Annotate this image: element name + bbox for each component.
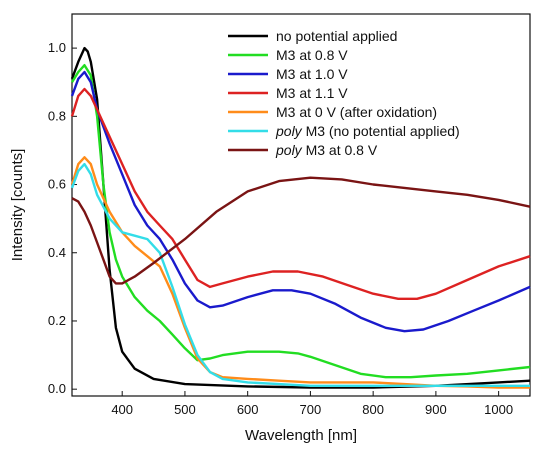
y-tick-label: 1.0 [48, 40, 66, 55]
series-lines [70, 46, 531, 389]
legend-label: no potential applied [276, 28, 397, 44]
series-line [70, 70, 531, 333]
x-tick-label: 900 [425, 402, 447, 417]
legend: no potential applied M3 at 0.8 V M3 at 1.0… [228, 28, 460, 158]
legend-label: M3 at 0.8 V [276, 47, 348, 63]
axis-ticks: 400 500 600 700 800 900 1000 0.0 0.2 0.4 0.6 0.8 1.0 [48, 40, 513, 417]
x-tick-label: 800 [362, 402, 384, 417]
y-tick-label: 0.8 [48, 108, 66, 123]
series-line [71, 176, 531, 285]
y-tick-label: 0.2 [48, 313, 66, 328]
series-line [70, 87, 531, 300]
x-tick-label: 500 [174, 402, 196, 417]
series-line [70, 156, 530, 389]
x-tick-label: 1000 [484, 402, 513, 417]
legend-label: poly M3 at 0.8 V [275, 142, 378, 158]
y-tick-label: 0.0 [48, 381, 66, 396]
series-line [70, 46, 531, 389]
x-tick-label: 700 [300, 402, 322, 417]
plot-frame [71, 13, 531, 397]
y-axis-title: Intensity [counts] [9, 149, 26, 262]
x-tick-label: 400 [111, 402, 133, 417]
legend-label: poly M3 (no potential applied) [275, 123, 460, 139]
legend-label: M3 at 0 V (after oxidation) [276, 104, 437, 120]
x-tick-label: 600 [237, 402, 259, 417]
y-tick-label: 0.4 [48, 245, 66, 260]
x-axis-title: Wavelength [nm] [245, 427, 357, 444]
series-line [70, 162, 530, 387]
legend-label: M3 at 1.0 V [276, 66, 348, 82]
legend-label: M3 at 1.1 V [276, 85, 348, 101]
y-tick-label: 0.6 [48, 177, 66, 192]
